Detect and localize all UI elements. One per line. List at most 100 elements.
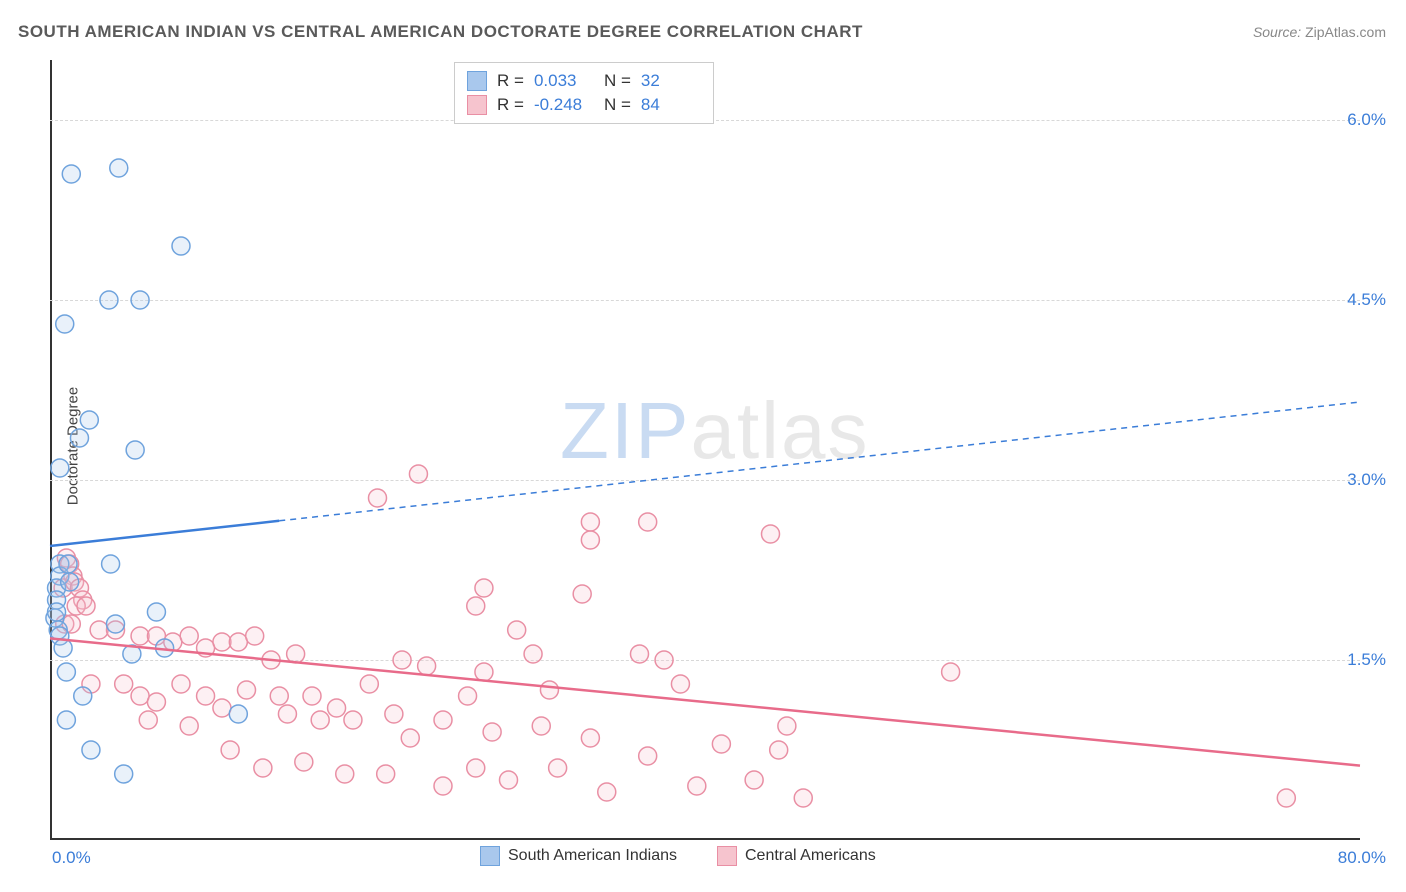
- data-point: [467, 597, 485, 615]
- data-point: [48, 603, 66, 621]
- data-point: [360, 675, 378, 693]
- data-point: [393, 651, 411, 669]
- n-label-1: N =: [604, 71, 631, 91]
- source-label: Source:: [1253, 24, 1301, 40]
- data-point: [56, 315, 74, 333]
- data-point: [475, 579, 493, 597]
- data-point: [110, 159, 128, 177]
- data-point: [51, 459, 69, 477]
- data-point: [712, 735, 730, 753]
- data-point: [311, 711, 329, 729]
- data-point: [172, 675, 190, 693]
- source-attribution: Source: ZipAtlas.com: [1253, 24, 1386, 40]
- data-point: [344, 711, 362, 729]
- bottom-legend: South American Indians Central Americans: [480, 846, 876, 866]
- data-point: [467, 759, 485, 777]
- data-point: [180, 717, 198, 735]
- trend-line: [279, 402, 1360, 521]
- data-point: [62, 165, 80, 183]
- data-point: [524, 645, 542, 663]
- r-label-2: R =: [497, 95, 524, 115]
- data-point: [303, 687, 321, 705]
- data-point: [1277, 789, 1295, 807]
- data-point: [483, 723, 501, 741]
- data-point: [139, 711, 157, 729]
- data-point: [369, 489, 387, 507]
- data-point: [581, 513, 599, 531]
- data-point: [409, 465, 427, 483]
- data-point: [639, 513, 657, 531]
- data-point: [180, 627, 198, 645]
- data-point: [131, 627, 149, 645]
- legend-swatch-2: [717, 846, 737, 866]
- data-point: [573, 585, 591, 603]
- data-point: [328, 699, 346, 717]
- data-point: [131, 291, 149, 309]
- correlation-stats-box: R = 0.033 N = 32 R = -0.248 N = 84: [454, 62, 714, 124]
- scatter-plot-svg: [50, 60, 1360, 840]
- data-point: [434, 711, 452, 729]
- data-point: [639, 747, 657, 765]
- n-label-2: N =: [604, 95, 631, 115]
- data-point: [54, 639, 72, 657]
- data-point: [540, 681, 558, 699]
- data-point: [59, 555, 77, 573]
- data-point: [549, 759, 567, 777]
- data-point: [115, 675, 133, 693]
- data-point: [77, 597, 95, 615]
- legend-item-2: Central Americans: [717, 846, 876, 866]
- legend-label-1: South American Indians: [508, 847, 677, 865]
- data-point: [115, 765, 133, 783]
- data-point: [581, 729, 599, 747]
- data-point: [598, 783, 616, 801]
- stats-row-series-2: R = -0.248 N = 84: [467, 93, 701, 117]
- data-point: [762, 525, 780, 543]
- data-point: [57, 711, 75, 729]
- data-point: [172, 237, 190, 255]
- data-point: [229, 633, 247, 651]
- data-point: [70, 429, 88, 447]
- data-point: [131, 687, 149, 705]
- data-point: [671, 675, 689, 693]
- trend-line: [50, 521, 279, 546]
- trend-line: [50, 638, 1360, 765]
- data-point: [631, 645, 649, 663]
- data-point: [126, 441, 144, 459]
- x-tick-min: 0.0%: [52, 848, 91, 868]
- data-point: [246, 627, 264, 645]
- n-value-1: 32: [641, 71, 701, 91]
- data-point: [100, 291, 118, 309]
- data-point: [80, 411, 98, 429]
- data-point: [295, 753, 313, 771]
- data-point: [213, 633, 231, 651]
- legend-label-2: Central Americans: [745, 847, 876, 865]
- data-point: [385, 705, 403, 723]
- data-point: [770, 741, 788, 759]
- r-label-1: R =: [497, 71, 524, 91]
- data-point: [942, 663, 960, 681]
- source-value: ZipAtlas.com: [1305, 24, 1386, 40]
- data-point: [794, 789, 812, 807]
- data-point: [82, 741, 100, 759]
- legend-swatch-1: [480, 846, 500, 866]
- legend-item-1: South American Indians: [480, 846, 677, 866]
- chart-title: SOUTH AMERICAN INDIAN VS CENTRAL AMERICA…: [18, 22, 863, 42]
- data-point: [434, 777, 452, 795]
- data-point: [287, 645, 305, 663]
- data-point: [229, 705, 247, 723]
- data-point: [238, 681, 256, 699]
- data-point: [688, 777, 706, 795]
- chart-container: SOUTH AMERICAN INDIAN VS CENTRAL AMERICA…: [0, 0, 1406, 892]
- r-value-1: 0.033: [534, 71, 594, 91]
- n-value-2: 84: [641, 95, 701, 115]
- data-point: [102, 555, 120, 573]
- x-tick-max: 80.0%: [1338, 848, 1386, 868]
- data-point: [270, 687, 288, 705]
- swatch-series-2: [467, 95, 487, 115]
- data-point: [508, 621, 526, 639]
- stats-row-series-1: R = 0.033 N = 32: [467, 69, 701, 93]
- data-point: [778, 717, 796, 735]
- data-point: [221, 741, 239, 759]
- data-point: [500, 771, 518, 789]
- data-point: [213, 699, 231, 717]
